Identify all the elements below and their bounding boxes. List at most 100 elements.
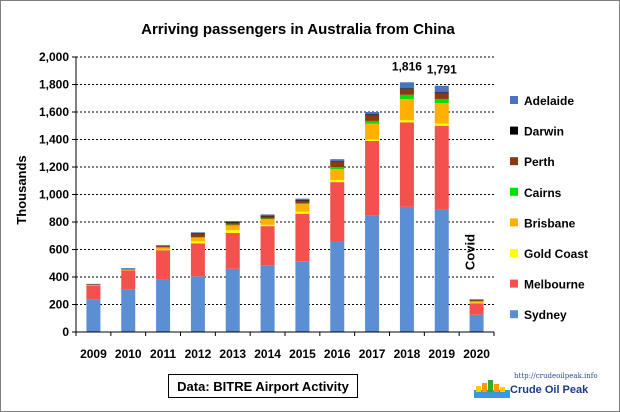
bar-segment <box>190 236 205 238</box>
legend-swatch <box>510 218 518 227</box>
bar-segment <box>156 279 171 332</box>
bar-segment <box>86 285 101 300</box>
bar-segment <box>295 211 310 214</box>
legend-label: Sydney <box>524 308 567 322</box>
bar-segment <box>330 180 345 183</box>
bar-segment <box>469 299 484 300</box>
bar-segment <box>365 123 380 140</box>
legend: Adelaide Darwin Perth Cairns Brisbane Gold Co… <box>510 94 588 322</box>
x-tick-label: 2017 <box>359 347 386 361</box>
y-tick-label: 800 <box>49 215 69 229</box>
legend-swatch <box>510 96 518 104</box>
chart-title: Arriving passengers in Australia from Ch… <box>141 21 455 38</box>
bar-segment <box>295 204 310 212</box>
bar-segment <box>330 159 345 162</box>
bar-segment <box>190 233 205 235</box>
bar-segment <box>295 198 310 201</box>
bar-segment <box>365 215 380 332</box>
bar-segment <box>434 209 449 332</box>
data-label: 1,816 <box>392 59 422 73</box>
bar-segment <box>260 219 275 225</box>
bar-segment <box>121 269 136 271</box>
bar-segment <box>434 85 449 93</box>
x-tick-label: 2015 <box>289 347 316 361</box>
bar-segment <box>156 245 171 247</box>
bar-segment <box>225 230 240 233</box>
crude-oil-peak-logo: http://crudeoilpeak.info Crude Oil Peak <box>474 372 604 402</box>
bar-segment <box>295 200 310 201</box>
legend-label: Brisbane <box>524 216 576 230</box>
y-tick-label: 2,000 <box>39 50 69 64</box>
logo-url: http://crudeoilpeak.info <box>514 372 598 380</box>
bar-segment <box>365 114 380 116</box>
bar-segment <box>190 276 205 332</box>
bar-segment <box>260 215 275 219</box>
bar-segment <box>399 120 414 123</box>
bar-segment <box>190 233 205 237</box>
bar-segment <box>295 213 310 262</box>
bar-segment <box>225 222 240 225</box>
bar-segment <box>434 123 449 126</box>
bars <box>86 82 484 332</box>
y-tick-label: 200 <box>49 298 69 312</box>
data-label: 1,791 <box>427 63 457 77</box>
y-tick-label: 600 <box>49 243 69 257</box>
x-tick-label: 2020 <box>463 347 490 361</box>
bar-segment <box>469 300 484 302</box>
bar-segment <box>156 250 171 280</box>
bar-segment <box>225 233 240 269</box>
y-tick-label: 1,200 <box>39 160 69 174</box>
y-tick-label: 1,400 <box>39 133 69 147</box>
annotations: Covid <box>463 234 478 270</box>
data-labels: 1,816 1,791 <box>392 59 457 76</box>
bar-segment <box>190 243 205 277</box>
x-tick-label: 2009 <box>80 347 107 361</box>
data-source-label: Data: BITRE Airport Activity <box>168 374 358 398</box>
y-tick-label: 400 <box>49 270 69 284</box>
bar-segment <box>434 125 449 210</box>
bar-segment <box>225 224 240 226</box>
bar-segment <box>330 241 345 332</box>
bar-segment <box>190 232 205 234</box>
bar-segment <box>399 88 414 95</box>
bar-segment <box>330 169 345 181</box>
bar-segment <box>156 246 171 248</box>
bar-segment <box>121 289 136 332</box>
y-tick-label: 1,000 <box>39 188 69 202</box>
x-tick-label: 2016 <box>324 347 351 361</box>
x-tick-label: 2019 <box>428 347 455 361</box>
gridlines <box>72 56 494 333</box>
bar-segment <box>156 249 171 251</box>
legend-swatch <box>510 126 518 135</box>
x-tick-labels: 2009 2010 2011 2012 2013 2014 2015 2016 2017 2018… <box>80 347 490 361</box>
bar-segment <box>121 270 136 290</box>
bar-segment <box>86 283 101 285</box>
bar-segment <box>469 303 484 315</box>
x-tick-label: 2011 <box>150 347 176 361</box>
bar-segment <box>399 94 414 99</box>
y-tick-label: 0 <box>62 325 69 339</box>
bar-segment <box>190 241 205 244</box>
bar-segment <box>365 112 380 115</box>
y-axis-label: Thousands <box>14 155 29 224</box>
bar-segment <box>260 214 275 216</box>
bar-segment <box>434 98 449 104</box>
legend-label: Perth <box>524 155 555 169</box>
bar-segment <box>365 120 380 124</box>
bar-segment <box>399 98 414 121</box>
bar-segment <box>365 140 380 216</box>
bar-segment <box>330 182 345 242</box>
bar-segment <box>330 161 345 162</box>
bar-segment <box>295 203 310 205</box>
bar-segment <box>399 122 414 207</box>
legend-swatch <box>510 279 518 288</box>
x-tick-label: 2014 <box>254 347 281 361</box>
legend-label: Cairns <box>524 186 562 200</box>
legend-swatch <box>510 310 518 319</box>
bar-segment <box>260 265 275 332</box>
bar-segment <box>260 226 275 266</box>
legend-label: Melbourne <box>524 278 585 292</box>
covid-annotation: Covid <box>463 234 478 270</box>
bar-segment <box>295 200 310 204</box>
